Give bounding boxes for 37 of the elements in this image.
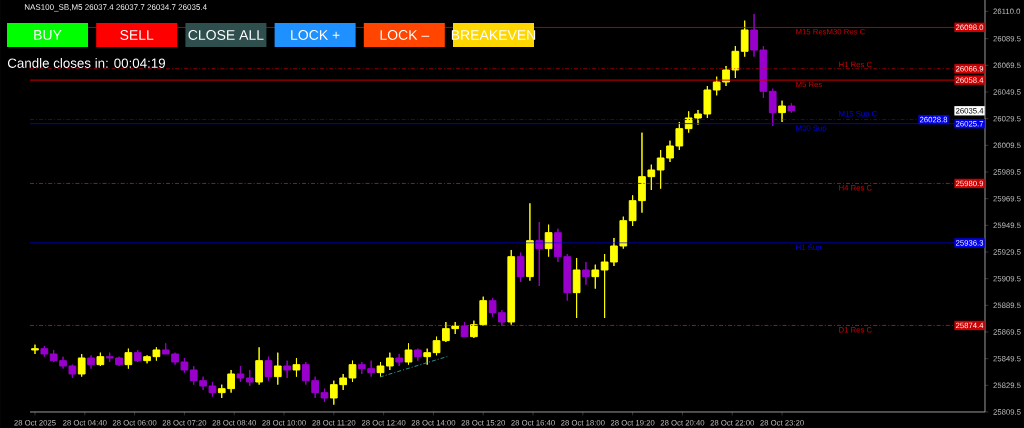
candlestick bbox=[96, 352, 105, 367]
candlestick bbox=[236, 365, 245, 383]
candlestick bbox=[245, 369, 254, 387]
annotation: Candle closes in: 00:04:19 bbox=[7, 58, 166, 68]
candlestick bbox=[395, 353, 404, 367]
annotation: CLOSE ALL bbox=[188, 30, 264, 40]
candlestick bbox=[133, 349, 142, 363]
candlestick bbox=[591, 264, 600, 290]
candlestick bbox=[740, 20, 749, 58]
candlestick bbox=[87, 354, 95, 370]
candlestick bbox=[414, 348, 422, 362]
candlestick bbox=[264, 356, 273, 382]
candlestick bbox=[77, 353, 86, 378]
candlestick bbox=[778, 100, 786, 123]
annotation: LOCK + bbox=[291, 30, 340, 40]
candlestick bbox=[582, 261, 590, 286]
candlestick bbox=[572, 257, 581, 319]
candlestick bbox=[423, 348, 432, 366]
candlestick bbox=[40, 345, 49, 358]
candlestick bbox=[526, 202, 534, 282]
annotation: BUY bbox=[34, 30, 62, 40]
candlestick bbox=[768, 88, 777, 127]
annotation: SELL bbox=[120, 30, 154, 40]
candlestick bbox=[507, 249, 516, 326]
candlestick bbox=[31, 344, 39, 355]
candlestick bbox=[787, 102, 796, 114]
candlestick bbox=[516, 252, 525, 283]
candlestick bbox=[273, 352, 282, 386]
candlestick bbox=[292, 357, 301, 378]
candlestick bbox=[283, 360, 291, 379]
candlestick bbox=[404, 342, 413, 366]
candlestick bbox=[460, 321, 469, 338]
chart-title: NAS100_SB,M5 26037.4 26037.7 26034.7 26035.4 bbox=[24, 4, 207, 12]
annotation: LOCK – bbox=[380, 30, 430, 40]
candlestick bbox=[544, 224, 553, 258]
candlestick bbox=[255, 346, 263, 386]
candlestick bbox=[124, 348, 133, 370]
